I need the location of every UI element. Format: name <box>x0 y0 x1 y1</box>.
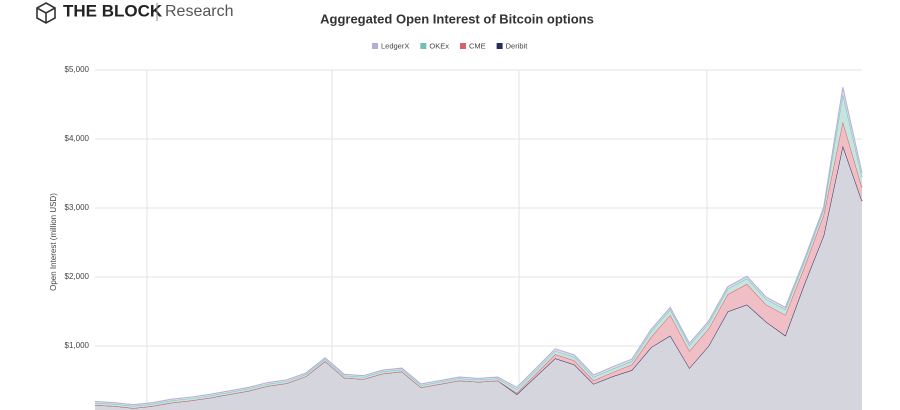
x-grid <box>146 70 708 410</box>
legend-swatch <box>459 43 466 49</box>
legend-swatch <box>496 43 503 49</box>
y-axis-label: Open Interest (million USD) <box>49 193 58 291</box>
chart-title: Aggregated Open Interest of Bitcoin opti… <box>320 11 594 26</box>
legend-label: LedgerX <box>381 41 409 50</box>
legend-label: Deribit <box>506 41 529 50</box>
brand: THE BLOCK <box>63 1 163 20</box>
y-tick-label: $1,000 <box>65 341 90 350</box>
y-tick-label: $4,000 <box>65 134 90 143</box>
area-line <box>94 87 863 406</box>
area <box>95 145 862 410</box>
y-tick-label: $5,000 <box>65 65 90 74</box>
legend-label: CME <box>469 41 486 50</box>
legend-label: OKEx <box>429 41 449 50</box>
legend-swatch <box>372 43 378 49</box>
y-tick-label: $2,000 <box>65 272 90 281</box>
logo <box>36 2 56 24</box>
legend-swatch <box>420 43 427 49</box>
y-tick-label: $3,000 <box>65 203 90 212</box>
brand-sub: Research <box>165 3 233 20</box>
